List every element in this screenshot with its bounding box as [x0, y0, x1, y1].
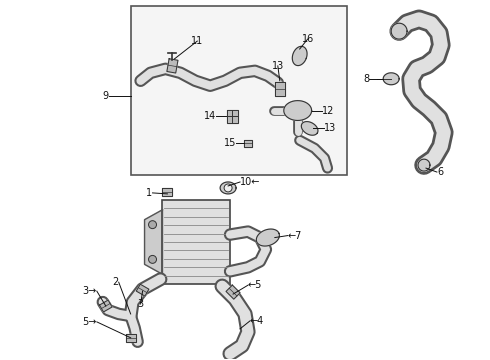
Text: 12: 12	[321, 105, 334, 116]
Text: 13: 13	[271, 61, 284, 71]
Text: 3→: 3→	[83, 286, 97, 296]
Polygon shape	[99, 300, 112, 312]
Polygon shape	[244, 140, 252, 147]
Bar	[131, 6, 347, 175]
Circle shape	[148, 255, 156, 264]
Text: 16: 16	[301, 34, 314, 44]
Text: 6: 6	[437, 167, 443, 177]
Polygon shape	[163, 188, 172, 196]
Text: 1: 1	[147, 188, 152, 198]
Polygon shape	[145, 210, 163, 274]
Text: 2: 2	[113, 277, 119, 287]
Text: 8: 8	[363, 74, 369, 84]
Polygon shape	[226, 109, 238, 123]
Polygon shape	[136, 284, 149, 296]
Polygon shape	[125, 334, 136, 342]
Polygon shape	[301, 122, 318, 135]
Text: ←4: ←4	[250, 316, 264, 326]
Polygon shape	[275, 82, 285, 96]
Text: 15: 15	[223, 138, 236, 148]
Text: 5→: 5→	[82, 317, 97, 327]
Polygon shape	[284, 101, 312, 121]
Polygon shape	[220, 182, 236, 194]
Polygon shape	[391, 23, 407, 39]
Polygon shape	[226, 285, 240, 299]
Bar	[163, 200, 230, 284]
Polygon shape	[167, 59, 178, 73]
Text: ←5: ←5	[248, 280, 262, 290]
Text: 3: 3	[138, 299, 144, 309]
Polygon shape	[293, 46, 307, 66]
Text: ←7: ←7	[288, 230, 302, 240]
Text: 13: 13	[323, 123, 336, 134]
Text: 14: 14	[204, 112, 216, 121]
Polygon shape	[383, 73, 399, 85]
Polygon shape	[256, 229, 279, 246]
Text: 10←: 10←	[240, 177, 260, 187]
Text: 9: 9	[102, 91, 109, 101]
Circle shape	[148, 221, 156, 229]
Polygon shape	[418, 159, 430, 171]
Circle shape	[224, 184, 232, 192]
Text: 11: 11	[191, 36, 203, 46]
